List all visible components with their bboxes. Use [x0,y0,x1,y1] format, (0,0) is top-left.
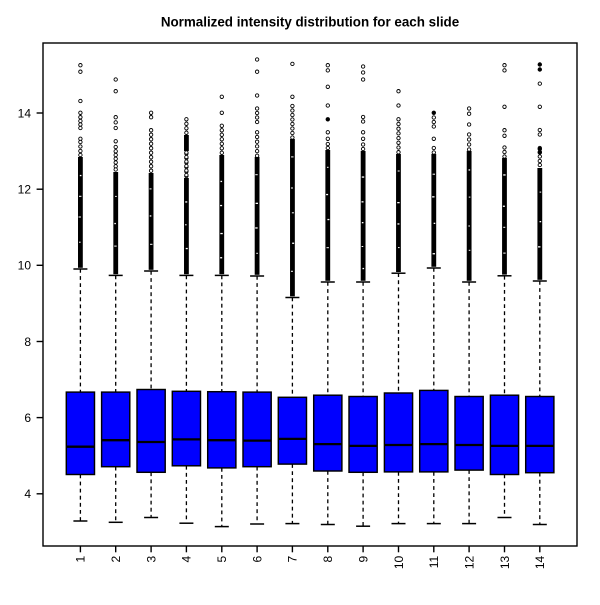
svg-text:10: 10 [392,555,406,569]
svg-text:13: 13 [498,555,512,569]
svg-text:14: 14 [533,555,547,569]
svg-text:4: 4 [24,487,31,501]
svg-text:9: 9 [356,555,370,562]
svg-text:1: 1 [74,555,88,562]
svg-text:7: 7 [286,555,300,562]
svg-text:2: 2 [109,555,123,562]
svg-text:14: 14 [18,106,32,120]
svg-text:3: 3 [144,555,158,562]
svg-text:Normalized intensity distribut: Normalized intensity distribution for ea… [161,14,459,29]
svg-text:6: 6 [24,411,31,425]
svg-text:6: 6 [250,555,264,562]
svg-text:8: 8 [24,335,31,349]
svg-text:10: 10 [18,259,32,273]
svg-text:5: 5 [215,555,229,562]
svg-text:8: 8 [321,555,335,562]
svg-text:4: 4 [180,555,194,562]
svg-text:12: 12 [462,555,476,569]
svg-text:12: 12 [18,183,32,197]
svg-text:11: 11 [427,555,441,568]
